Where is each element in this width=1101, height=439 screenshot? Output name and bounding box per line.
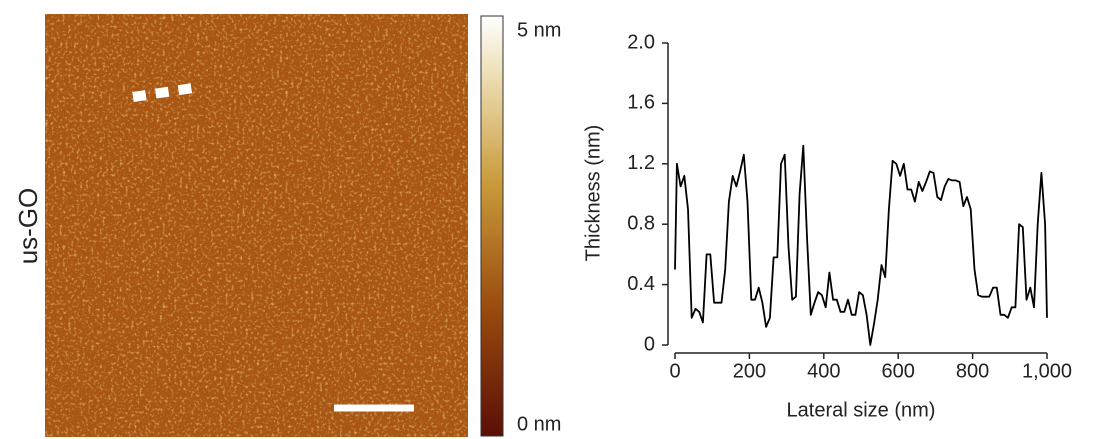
y-tick-label: 0.4 — [627, 273, 655, 295]
y-tick-label: 1.6 — [627, 92, 655, 114]
x-tick-label: 400 — [807, 360, 840, 382]
y-tick-label: 1.2 — [627, 152, 655, 174]
afm-image — [45, 14, 468, 437]
colorbar-max: 5 nm — [517, 19, 561, 41]
y-axis-label: Thickness (nm) — [582, 125, 604, 262]
colorbar-min: 0 nm — [517, 413, 561, 435]
x-tick-label: 600 — [882, 360, 915, 382]
x-tick-label: 200 — [733, 360, 766, 382]
x-tick-label: 1,000 — [1022, 360, 1072, 382]
x-tick-label: 0 — [669, 360, 680, 382]
profile-line — [132, 82, 201, 102]
colorbar — [480, 15, 504, 437]
y-tick-label: 0.8 — [627, 212, 655, 234]
y-tick-label: 0 — [644, 333, 655, 355]
x-axis-label: Lateral size (nm) — [787, 399, 936, 421]
sample-label: us-GO — [13, 188, 43, 265]
y-tick-label: 2.0 — [627, 31, 655, 53]
x-tick-label: 800 — [956, 360, 989, 382]
profile-line-plot — [674, 144, 1048, 346]
